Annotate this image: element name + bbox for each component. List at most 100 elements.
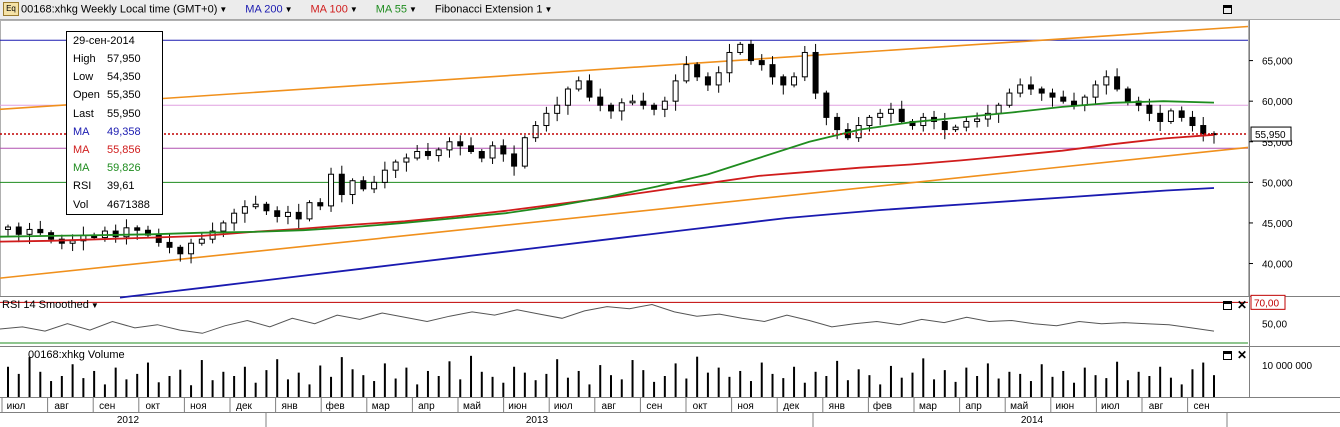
candle-body	[597, 96, 604, 106]
ma100-line	[0, 133, 1215, 243]
month-label: янв	[281, 401, 297, 412]
price-panel-frame	[0, 20, 1249, 297]
candle-body	[801, 51, 808, 78]
candle-body	[618, 102, 625, 112]
candle-body	[252, 203, 259, 208]
candle-body	[15, 226, 22, 235]
candle-body	[220, 222, 227, 232]
ma100-label: MA 100	[310, 3, 348, 16]
candle-body	[672, 80, 679, 102]
year-label: 2014	[1021, 415, 1044, 426]
month-label: июл	[554, 401, 573, 412]
candle-body	[392, 161, 399, 171]
close-icon[interactable]: ✕	[1237, 298, 1248, 312]
month-label: ноя	[190, 401, 207, 412]
candle-body	[306, 202, 313, 220]
ma100-menu[interactable]: MA 100 ▼	[311, 1, 358, 18]
maximize-icon[interactable]	[1223, 351, 1232, 360]
maximize-icon[interactable]	[1223, 5, 1232, 14]
info-value: 55,856	[107, 143, 141, 156]
month-label: сен	[646, 401, 662, 412]
fibonacci-lower-line	[0, 146, 1249, 279]
info-key: MA	[73, 125, 90, 138]
maximize-icon[interactable]	[1223, 301, 1232, 310]
symbol-title: 00168:xhkg Weekly Local time (GMT+0)	[21, 3, 218, 16]
candle-body	[898, 108, 905, 122]
close-icon[interactable]: ✕	[1237, 348, 1248, 362]
candle-body	[694, 64, 701, 78]
candle-body	[629, 100, 636, 104]
last-price-box	[1250, 126, 1292, 142]
info-row-last: Last 55,950	[67, 105, 162, 123]
info-key: Vol	[73, 198, 89, 211]
info-value: 59,826	[107, 162, 141, 175]
info-value: 49,358	[107, 125, 141, 138]
ma200-label: MA 200	[245, 3, 283, 16]
candle-body	[575, 80, 582, 90]
rsi-panel-title[interactable]: RSI 14 Smoothed ▼	[2, 299, 99, 311]
ma200-menu[interactable]: MA 200 ▼	[245, 1, 292, 18]
candle-body	[564, 88, 571, 106]
price-tick-label: 55,000	[1262, 138, 1293, 149]
candle-body	[521, 137, 528, 167]
candle-body	[1006, 92, 1013, 106]
rsi-level-box	[1250, 294, 1286, 310]
candle-body	[963, 120, 970, 128]
chevron-down-icon: ▼	[408, 4, 417, 14]
candle-body	[381, 169, 388, 183]
rsi-title-label: RSI 14 Smoothed	[2, 299, 89, 311]
candle-body	[1017, 84, 1024, 94]
candle-body	[941, 120, 948, 131]
candle-body	[1092, 84, 1099, 98]
candle-body	[1071, 100, 1078, 106]
month-label: апр	[418, 401, 435, 412]
month-label: май	[1010, 401, 1028, 412]
info-value: 55,950	[107, 107, 141, 120]
chevron-down-icon: ▼	[90, 300, 99, 310]
candle-body	[715, 72, 722, 86]
month-label: мар	[372, 401, 390, 412]
price-tick-label: 50,000	[1262, 178, 1293, 189]
candle-body	[823, 92, 830, 118]
month-label: фев	[326, 400, 345, 412]
candle-body	[134, 227, 141, 231]
candle-body	[791, 76, 798, 86]
candle-body	[1060, 96, 1067, 102]
symbol-menu[interactable]: Eq 00168:xhkg Weekly Local time (GMT+0) ▼	[0, 1, 227, 18]
candle-body	[532, 125, 539, 139]
info-value: 57,950	[107, 53, 141, 65]
ma55-menu[interactable]: MA 55 ▼	[376, 1, 417, 18]
candle-body	[241, 206, 248, 214]
ma55-line	[0, 100, 1215, 238]
candle-body	[1103, 76, 1110, 86]
candle-body	[112, 230, 119, 238]
rsi-level-label: 70,00	[1254, 298, 1279, 309]
candle-body	[489, 145, 496, 159]
info-key: Last	[73, 107, 94, 120]
candle-body	[284, 211, 291, 217]
info-row-ma: MA 55,856	[67, 141, 162, 159]
candle-body	[1178, 110, 1185, 118]
fibonacci-menu[interactable]: Fibonacci Extension 1 ▼	[435, 1, 553, 18]
month-label: сен	[1194, 401, 1210, 412]
month-label: апр	[965, 401, 982, 412]
info-row-low: Low 54,350	[67, 68, 162, 86]
month-label: окт	[145, 401, 160, 412]
candle-body	[1027, 84, 1034, 90]
info-key: High	[73, 53, 96, 65]
candle-body	[586, 80, 593, 98]
info-row-ma: MA 59,826	[67, 159, 162, 177]
month-label: янв	[829, 401, 845, 412]
month-label: июл	[1101, 401, 1120, 412]
chevron-down-icon: ▼	[544, 4, 553, 14]
candle-body	[349, 180, 356, 196]
info-row-rsi: RSI 39,61	[67, 177, 162, 195]
info-key: RSI	[73, 180, 92, 193]
month-label: авг	[602, 401, 617, 412]
candle-body	[887, 108, 894, 114]
info-value: 4671388	[107, 198, 150, 211]
candle-body	[834, 116, 841, 131]
candle-body	[360, 180, 367, 190]
info-key: Low	[73, 71, 94, 84]
